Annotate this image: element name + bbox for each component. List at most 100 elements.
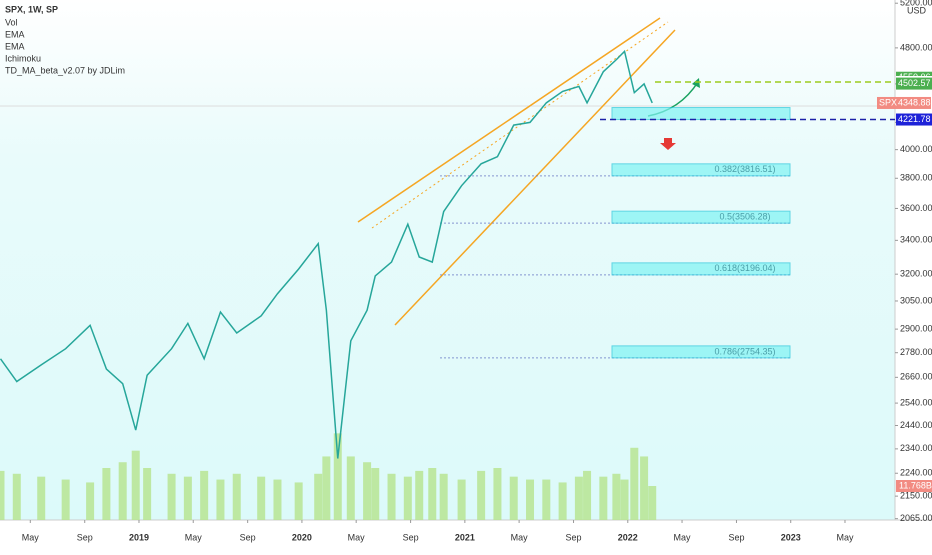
- y-tick-label: 2900.00: [900, 323, 932, 333]
- fib-box: [611, 163, 791, 177]
- volume-bar: [167, 473, 176, 520]
- volume-bar: [118, 462, 127, 520]
- fib-label: 0.618(3196.04): [714, 263, 775, 273]
- indicator-label: TD_MA_beta_v2.07 by JDLim: [5, 65, 125, 75]
- fib-label: 0.5(3506.28): [719, 212, 770, 222]
- volume-bar: [322, 456, 331, 520]
- volume-bar: [509, 476, 518, 520]
- volume-bar: [12, 473, 21, 520]
- fib-box: [611, 262, 791, 276]
- channel-lower: [394, 29, 676, 326]
- y-tick-label: 4000.00: [900, 144, 932, 154]
- volume-bar: [363, 462, 372, 520]
- volume-bar: [439, 473, 448, 520]
- volume-bar: [415, 470, 424, 520]
- volume-bar: [61, 479, 70, 520]
- x-tick-label: 2019: [129, 532, 149, 542]
- price-tag-label: 4221.78: [898, 114, 931, 124]
- price-axis: [895, 0, 932, 550]
- volume-tag: [896, 480, 932, 493]
- x-tick-label: May: [185, 532, 203, 542]
- y-tick-label: 2540.00: [900, 397, 932, 407]
- indicator-label: Vol: [5, 17, 18, 27]
- volume-bar: [542, 479, 551, 520]
- volume-bar: [102, 468, 111, 520]
- volume-bar: [457, 479, 466, 520]
- y-tick-label: 2440.00: [900, 420, 932, 430]
- y-tick-label: 2240.00: [900, 468, 932, 478]
- volume-bar: [648, 486, 657, 520]
- x-tick-label: May: [674, 532, 692, 542]
- price-tag: [896, 113, 932, 126]
- price-tag-label: 4348.88: [898, 97, 931, 107]
- volume-bar: [630, 447, 639, 520]
- volume-bar: [216, 479, 225, 520]
- x-tick-label: 2022: [618, 532, 638, 542]
- volume-bar: [86, 482, 95, 520]
- fib-box: [611, 210, 791, 224]
- y-tick-label: 2780.00: [900, 347, 932, 357]
- volume-bar: [333, 433, 342, 520]
- price-tag-label: 4502.57: [898, 78, 931, 88]
- y-tick-label: 2150.00: [900, 491, 932, 501]
- volume-bar: [346, 456, 355, 520]
- volume-bar: [599, 476, 608, 520]
- chart-title: SPX, 1W, SP: [5, 4, 58, 14]
- y-tick-label: 3050.00: [900, 295, 932, 305]
- up-arrow-head: [692, 78, 700, 88]
- volume-bar: [200, 470, 209, 520]
- price-tag: [877, 96, 931, 109]
- volume-bar: [403, 476, 412, 520]
- volume-bar: [640, 456, 649, 520]
- target-box: [611, 107, 791, 121]
- x-tick-label: May: [22, 532, 40, 542]
- indicator-label: Ichimoku: [5, 53, 41, 63]
- volume-bar: [387, 473, 396, 520]
- fib-label: 0.382(3816.51): [714, 164, 775, 174]
- down-arrow: [660, 138, 676, 150]
- volume-bar: [574, 476, 583, 520]
- y-tick-label: 2065.00: [900, 513, 932, 523]
- volume-bar: [314, 473, 323, 520]
- x-tick-label: 2021: [455, 532, 475, 542]
- y-tick-label: 3200.00: [900, 269, 932, 279]
- volume-bar: [0, 470, 5, 520]
- x-tick-label: Sep: [728, 532, 744, 542]
- indicator-label: EMA: [5, 41, 25, 51]
- y-tick-label: 2660.00: [900, 372, 932, 382]
- x-tick-label: Sep: [240, 532, 256, 542]
- volume-bar: [558, 482, 567, 520]
- volume-bar: [612, 473, 621, 520]
- volume-bar: [143, 468, 152, 520]
- y-tick-label: 3600.00: [900, 203, 932, 213]
- x-tick-label: Sep: [403, 532, 419, 542]
- volume-bar: [583, 470, 592, 520]
- x-tick-label: Sep: [566, 532, 582, 542]
- volume-tag-label: 11.768B: [899, 480, 932, 490]
- volume-bar: [131, 450, 140, 520]
- volume-bar: [620, 479, 629, 520]
- y-tick-label: 4800.00: [900, 42, 932, 52]
- volume-bar: [183, 476, 192, 520]
- x-tick-label: May: [348, 532, 366, 542]
- currency: USD: [907, 5, 927, 15]
- volume-bar: [428, 468, 437, 520]
- x-tick-label: 2020: [292, 532, 312, 542]
- x-tick-label: Sep: [77, 532, 93, 542]
- volume-bar: [37, 476, 46, 520]
- plot-background: [0, 0, 895, 520]
- y-tick-label: 2340.00: [900, 443, 932, 453]
- y-tick-label: 3400.00: [900, 235, 932, 245]
- x-tick-label: May: [511, 532, 529, 542]
- volume-bar: [526, 479, 535, 520]
- volume-bar: [477, 470, 486, 520]
- y-tick-label: 5200.00: [900, 0, 932, 8]
- volume-bar: [371, 468, 380, 520]
- indicator-label: EMA: [5, 29, 25, 39]
- volume-bar: [232, 473, 241, 520]
- volume-bar: [257, 476, 266, 520]
- volume-bar: [294, 482, 303, 520]
- x-tick-label: 2023: [781, 532, 801, 542]
- volume-bar: [493, 468, 502, 520]
